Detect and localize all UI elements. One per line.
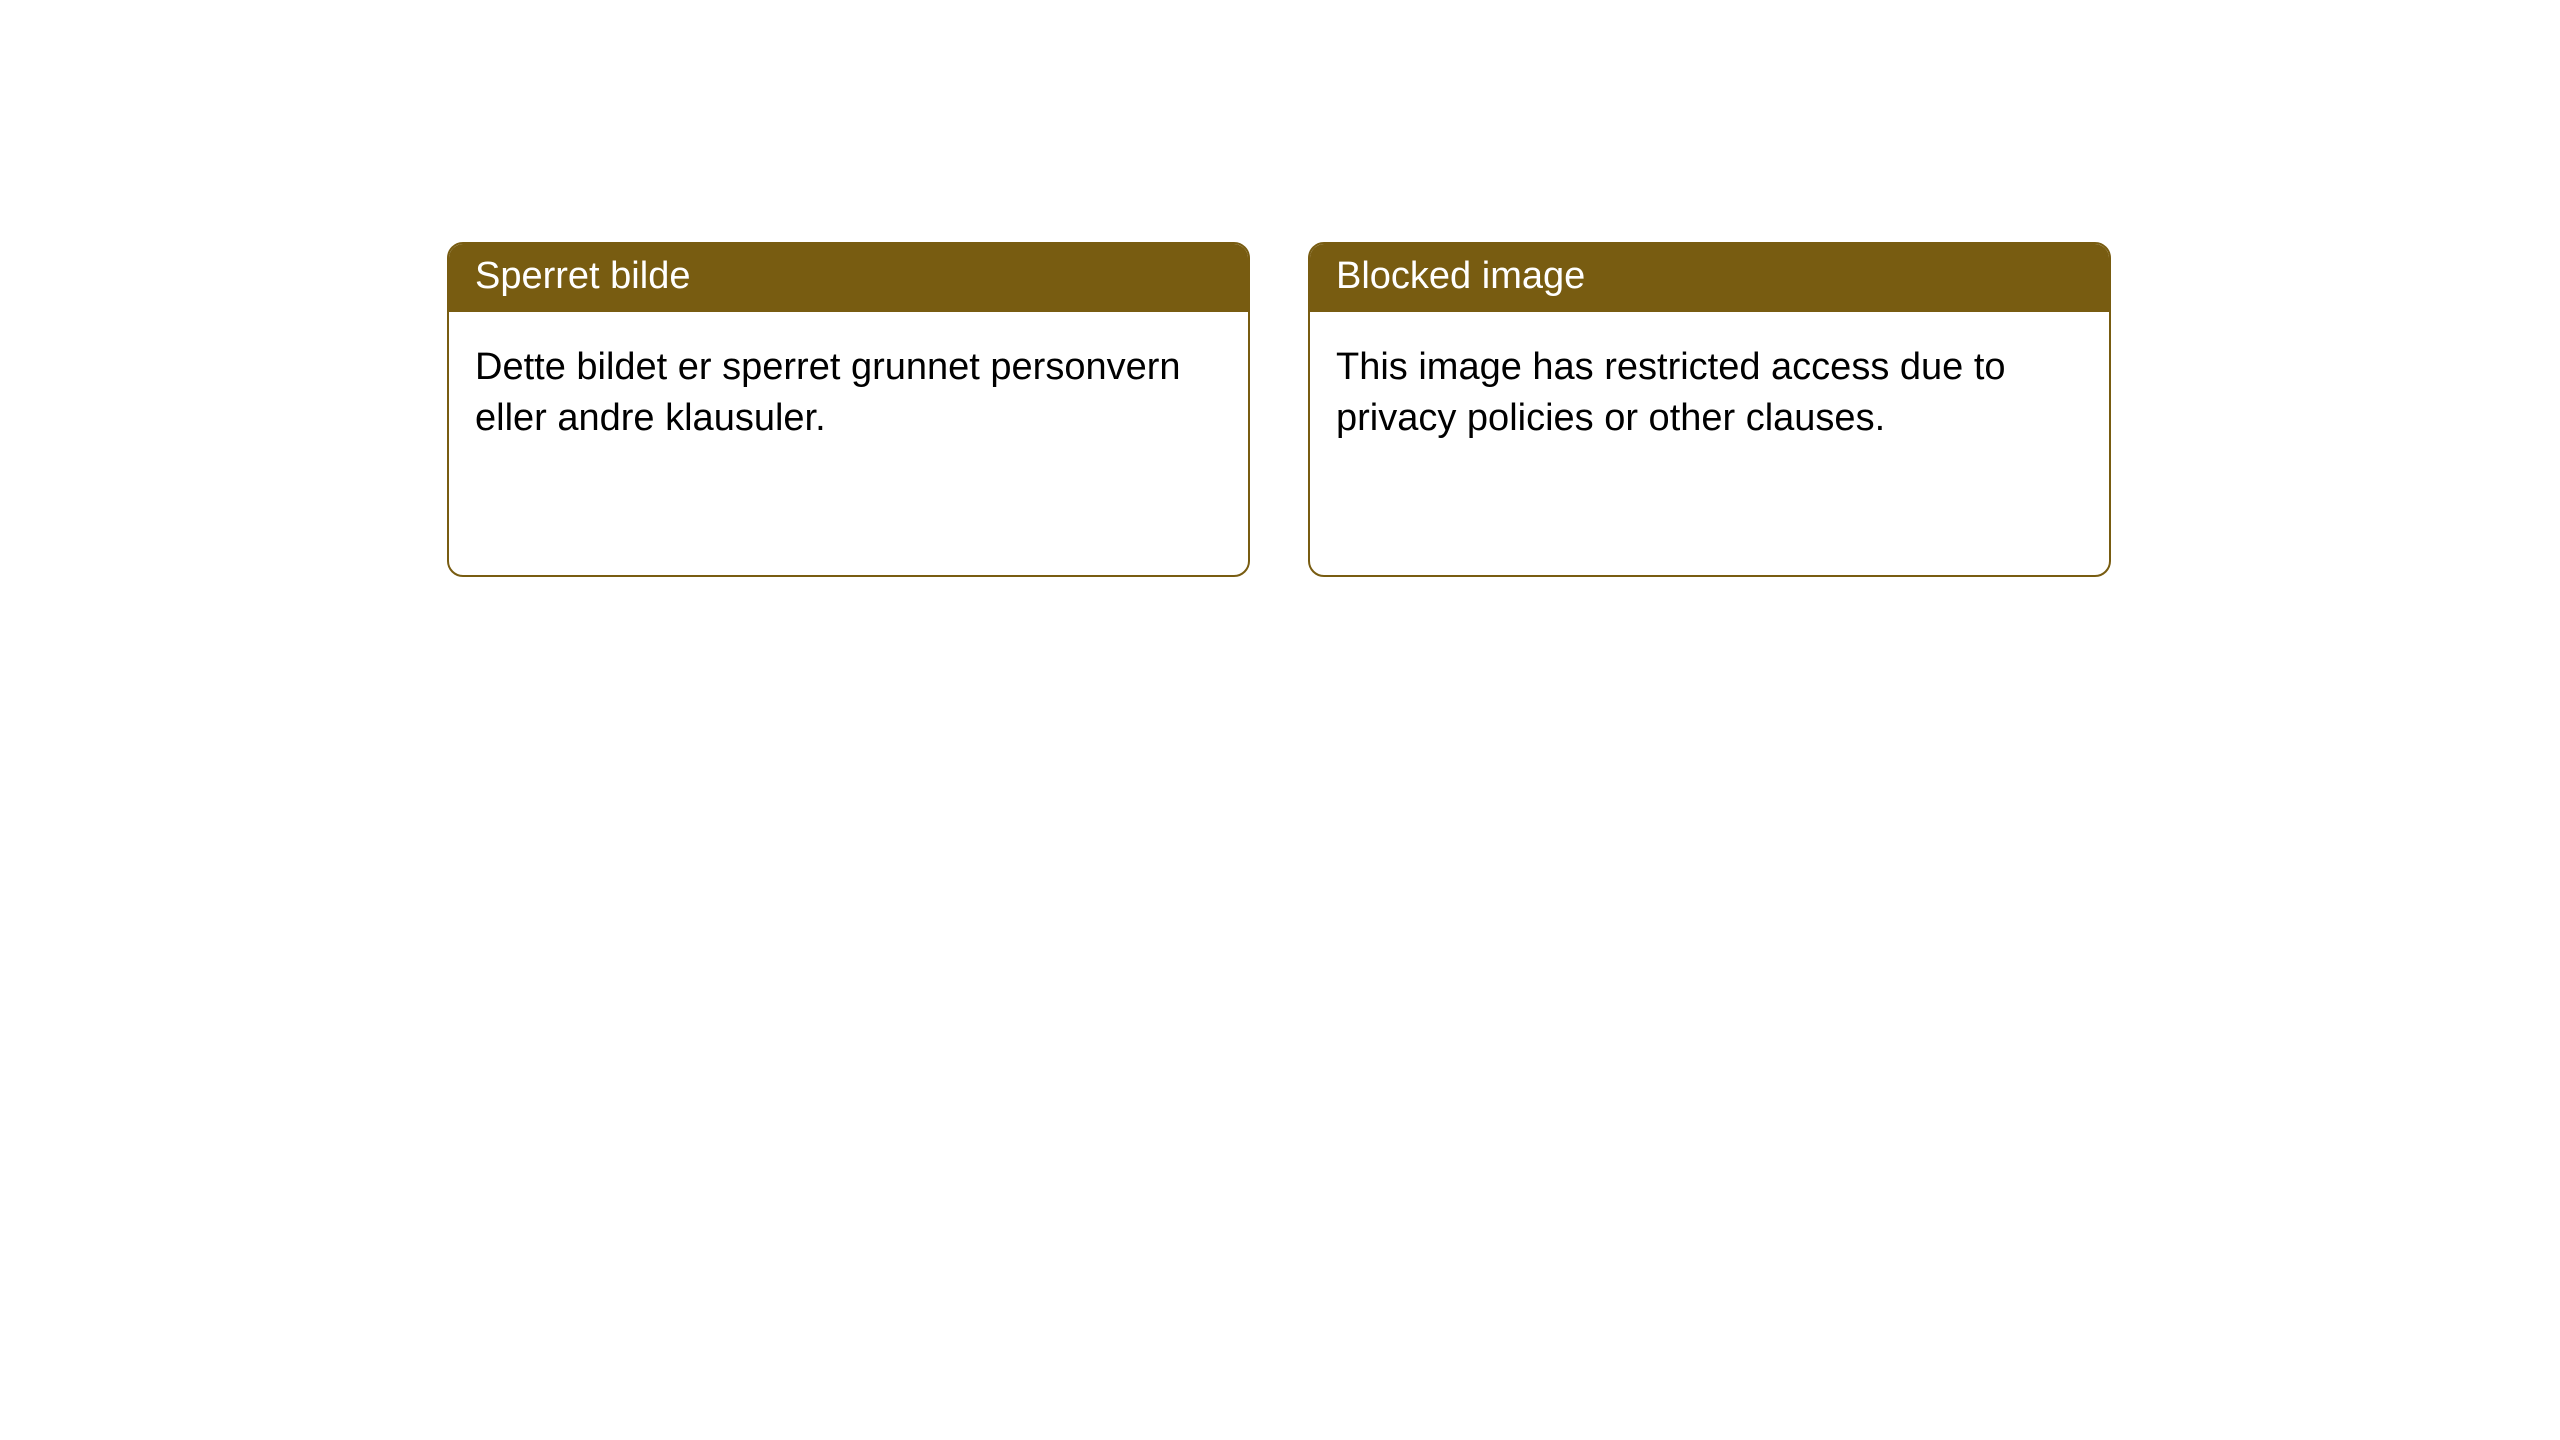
card-container: Sperret bilde Dette bildet er sperret gr… (0, 0, 2560, 577)
card-body-text: This image has restricted access due to … (1336, 346, 2006, 439)
card-header: Blocked image (1310, 244, 2109, 312)
card-body: This image has restricted access due to … (1310, 312, 2109, 475)
card-title: Blocked image (1336, 255, 1585, 297)
card-body-text: Dette bildet er sperret grunnet personve… (475, 346, 1181, 439)
card-body: Dette bildet er sperret grunnet personve… (449, 312, 1248, 475)
blocked-image-card-no: Sperret bilde Dette bildet er sperret gr… (447, 242, 1250, 577)
card-header: Sperret bilde (449, 244, 1248, 312)
blocked-image-card-en: Blocked image This image has restricted … (1308, 242, 2111, 577)
card-title: Sperret bilde (475, 255, 690, 297)
